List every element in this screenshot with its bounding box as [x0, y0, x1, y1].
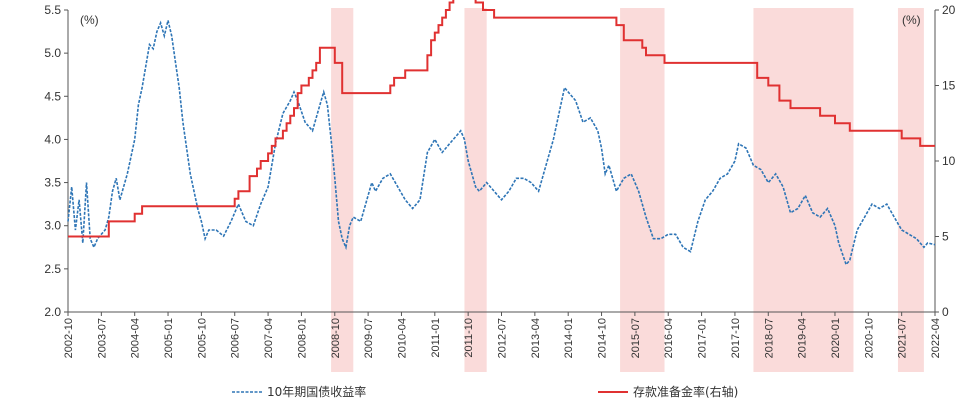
x-tick-label: 2010-04: [396, 318, 408, 358]
x-tick-label: 2008-01: [296, 318, 308, 358]
right-tick-label: 5: [942, 230, 949, 244]
shaded-period: [897, 8, 924, 372]
left-axis-unit: (%): [80, 13, 99, 27]
x-tick-label: 2021-07: [897, 318, 909, 358]
x-tick-label: 2017-01: [697, 318, 709, 358]
bond-yield-line: [67, 20, 936, 267]
shaded-period: [753, 8, 854, 372]
x-tick-label: 2014-10: [597, 318, 609, 358]
right-tick-label: 10: [942, 154, 956, 168]
left-tick-label: 5.5: [44, 3, 61, 17]
shaded-period: [331, 8, 354, 372]
x-axis-ticks: 2002-10 2003-07 2004-04 2005-01 2005-10 2006-…: [63, 312, 942, 358]
left-tick-label: 3.0: [44, 219, 61, 233]
x-tick-label: 2020-10: [863, 318, 875, 358]
series-layer: [67, 0, 936, 267]
left-tick-label: 3.5: [44, 176, 61, 190]
x-tick-label: 2004-04: [130, 318, 142, 358]
x-tick-label: 2016-04: [663, 318, 675, 358]
x-tick-label: 2005-10: [196, 318, 208, 358]
x-tick-label: 2012-07: [497, 318, 509, 358]
shaded-periods: [331, 8, 924, 372]
x-tick-label: 2006-07: [230, 318, 242, 358]
left-tick-label: 2.0: [44, 305, 61, 319]
x-tick-label: 2008-10: [330, 318, 342, 358]
left-axis-ticks: 2.0 2.5 3.0 3.5 4.0 4.5 5.0 5.5: [44, 3, 68, 319]
x-tick-label: 2019-04: [797, 318, 809, 358]
right-axis-ticks: 0 5 10 15 20: [935, 3, 956, 319]
x-tick-label: 2009-07: [363, 318, 375, 358]
left-tick-label: 4.0: [44, 132, 61, 146]
x-tick-label: 2022-04: [930, 318, 942, 358]
right-axis-unit: (%): [902, 13, 921, 27]
left-tick-label: 2.5: [44, 262, 61, 276]
x-tick-label: 2007-04: [263, 318, 275, 358]
shaded-period: [620, 8, 665, 372]
x-tick-label: 2003-07: [96, 318, 108, 358]
shaded-period: [464, 8, 487, 372]
right-tick-label: 0: [942, 305, 949, 319]
x-tick-label: 2005-01: [163, 318, 175, 358]
x-tick-label: 2018-07: [763, 318, 775, 358]
x-tick-label: 2002-10: [63, 318, 75, 358]
left-tick-label: 5.0: [44, 46, 61, 60]
x-tick-label: 2011-10: [463, 318, 475, 358]
right-tick-label: 15: [942, 79, 956, 93]
x-tick-label: 2020-01: [830, 318, 842, 358]
left-tick-label: 4.5: [44, 89, 61, 103]
x-tick-label: 2015-07: [630, 318, 642, 358]
legend-label-reserve-ratio: 存款准备金率(右轴): [633, 384, 738, 399]
x-tick-label: 2013-04: [530, 318, 542, 358]
x-tick-label: 2017-10: [730, 318, 742, 358]
legend: 10年期国债收益率 存款准备金率(右轴): [232, 384, 738, 399]
right-tick-label: 20: [942, 3, 956, 17]
x-tick-label: 2014-01: [563, 318, 575, 358]
legend-label-bond-yield: 10年期国债收益率: [267, 384, 366, 399]
x-tick-label: 2011-01: [430, 318, 442, 358]
reserve-ratio-line: [68, 0, 935, 238]
